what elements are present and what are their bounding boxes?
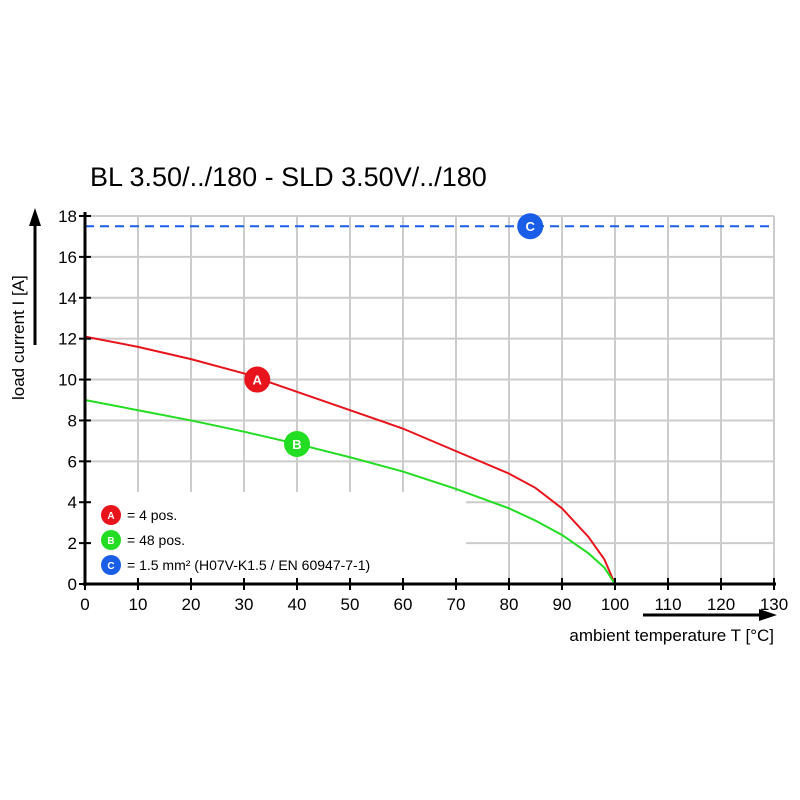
- y-tick-label: 8: [68, 411, 77, 430]
- legend-label-a: = 4 pos.: [127, 507, 177, 523]
- x-tick-label: 60: [394, 595, 413, 614]
- x-tick-label: 80: [500, 595, 519, 614]
- series-marker-a-letter: A: [253, 372, 263, 387]
- y-tick-label: 4: [68, 493, 77, 512]
- x-tick-label: 120: [707, 595, 735, 614]
- x-tick-label: 50: [341, 595, 360, 614]
- y-tick-label: 10: [58, 371, 77, 390]
- y-tick-label: 18: [58, 207, 77, 226]
- y-tick-label: 0: [68, 575, 77, 594]
- legend-marker-b-letter: B: [107, 536, 114, 547]
- legend-background: [90, 492, 466, 582]
- x-arrow-head: [759, 609, 777, 621]
- x-tick-label: 40: [288, 595, 307, 614]
- series-group: A B C: [84, 213, 774, 585]
- x-tick-label: 100: [601, 595, 629, 614]
- series-marker-b: [284, 430, 310, 457]
- x-tick-label: 130: [760, 595, 788, 614]
- series-marker-b-letter: B: [292, 437, 301, 452]
- y-tick-label: 16: [58, 248, 77, 267]
- series-line-a: [84, 335, 616, 585]
- legend-label-b: = 48 pos.: [127, 532, 185, 548]
- chart-title: BL 3.50/../180 - SLD 3.50V/../180: [90, 162, 487, 192]
- x-tick-label: 70: [447, 595, 466, 614]
- legend-marker-c: [101, 555, 121, 575]
- series-marker-a: [244, 366, 271, 393]
- series-marker-c-letter: C: [526, 219, 536, 234]
- y-axis-label: load current I [A]: [9, 275, 28, 400]
- legend-marker-c-letter: C: [107, 561, 114, 572]
- legend-marker-a: [101, 505, 121, 525]
- x-tick-label: 110: [654, 595, 681, 614]
- series-marker-c: [517, 213, 544, 240]
- legend-marker-a-letter: A: [107, 511, 114, 522]
- legend-label-c: = 1.5 mm² (H07V-K1.5 / EN 60947-7-1): [127, 557, 370, 573]
- y-tick-label: 12: [58, 330, 77, 349]
- legend: A = 4 pos. B = 48 pos. C = 1.5 mm² (H07V-K1.5…: [101, 505, 370, 575]
- y-tick-label: 14: [58, 289, 77, 308]
- x-tick-label: 0: [80, 595, 89, 614]
- x-tick-label: 20: [182, 595, 201, 614]
- axes: 0 10 20 30 40 50 60 70 80 90 100 110 120 130 0 2 4 6 8 10 12…: [29, 207, 788, 621]
- legend-marker-b: [101, 530, 121, 550]
- series-line-b: [84, 399, 616, 585]
- x-tick-label: 10: [129, 595, 148, 614]
- x-axis-label: ambient temperature T [°C]: [569, 626, 774, 645]
- x-tick-label: 30: [235, 595, 254, 614]
- y-tick-label: 6: [68, 452, 77, 471]
- y-arrow-head: [29, 208, 41, 226]
- y-tick-label: 2: [68, 534, 77, 553]
- x-tick-label: 90: [553, 595, 572, 614]
